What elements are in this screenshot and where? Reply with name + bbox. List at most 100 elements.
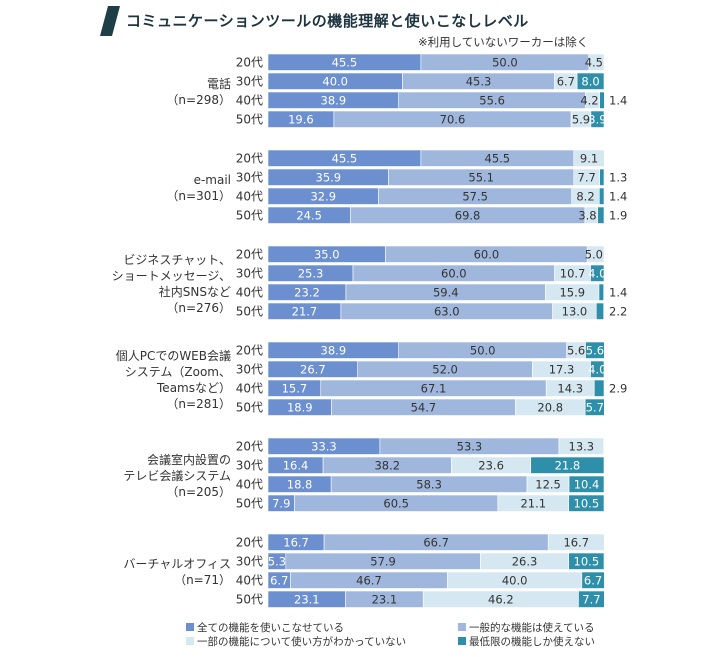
data-label: 63.0 (434, 304, 460, 318)
bar-group: 電話 （n=298） 20代 45.5 50.0 4.5 30代 40.0 45.3 6.7 8.0… (166, 53, 627, 128)
bar-segment (590, 264, 605, 282)
data-label: 10.4 (574, 477, 600, 491)
data-label: 15.9 (559, 285, 585, 299)
group-label: （n=298） (166, 93, 231, 107)
data-label: 14.3 (557, 381, 583, 395)
data-label: 1.4 (609, 93, 627, 107)
group-label: テレビ会議システム (123, 469, 231, 483)
data-label: 32.9 (310, 189, 336, 203)
data-label: 4.2 (580, 93, 598, 107)
data-label: 35.0 (314, 247, 340, 261)
data-label: 15.7 (282, 381, 308, 395)
bar-group: バーチャルオフィス （n=71） 20代 16.7 66.7 16.7 30代 5.3 57.9… (123, 533, 605, 608)
data-label: 5.7 (586, 400, 604, 414)
bar-segment (585, 341, 605, 359)
data-label: 5.6 (586, 343, 604, 357)
age-label: 40代 (236, 381, 263, 395)
data-label: 2.2 (609, 304, 627, 318)
data-label: 20.8 (537, 400, 563, 414)
group-label: Teamsなど） (156, 381, 231, 395)
data-label: 58.3 (416, 477, 442, 491)
group-label: （n=281） (166, 397, 231, 411)
data-label: 50.0 (492, 55, 518, 69)
chart-title: コミュニケーションツールの機能理解と使いこなしレベル (126, 12, 529, 30)
data-label: 5.6 (567, 343, 585, 357)
data-label: 25.3 (298, 266, 324, 280)
age-label: 40代 (236, 189, 263, 203)
data-label: 10.7 (560, 266, 586, 280)
data-label: 40.0 (502, 573, 528, 587)
data-label: 45.5 (485, 151, 511, 165)
group-label: （n=71） (174, 573, 231, 587)
legend-swatch (186, 623, 194, 631)
data-label: 12.5 (535, 477, 561, 491)
age-label: 50代 (236, 592, 263, 606)
data-label: 13.3 (569, 439, 595, 453)
age-label: 50代 (236, 496, 263, 510)
data-label: 9.1 (580, 151, 598, 165)
bar-segment (568, 475, 605, 493)
group-label: バーチャルオフィス (123, 557, 231, 571)
data-label: 26.3 (512, 554, 538, 568)
age-label: 20代 (236, 55, 263, 69)
data-label: 33.3 (311, 439, 337, 453)
age-label: 40代 (236, 477, 263, 491)
data-label: 18.8 (287, 477, 313, 491)
data-label: 23.6 (478, 458, 504, 472)
legend-label: 全ての機能を使いこなせている (197, 622, 344, 634)
age-label: 40代 (236, 573, 263, 587)
bar-segment (573, 149, 605, 167)
chart-note: ※利用していないワーカーは除く (418, 35, 589, 49)
data-label: 38.9 (321, 93, 347, 107)
bar-group: ビジネスチャット、ショートメッセージ、社内SNSなど （n=276） 20代 35.0… (112, 245, 627, 320)
age-label: 30代 (236, 554, 263, 568)
data-label: 57.5 (462, 189, 488, 203)
data-label: 67.1 (421, 381, 447, 395)
data-label: 70.6 (440, 112, 466, 126)
data-label: 45.5 (332, 151, 358, 165)
legend-swatch (458, 623, 466, 631)
age-label: 50代 (236, 400, 263, 414)
legend-item-3: 一部の機能について使い方がわかっていない (186, 634, 406, 649)
legend-label: 最低限の機能しか使えない (469, 636, 595, 648)
legend-item-1: 全ての機能を使いこなせている (186, 620, 344, 635)
legend-label: 一般的な機能は使えている (469, 622, 595, 634)
data-label: 19.6 (288, 112, 314, 126)
data-label: 8.2 (576, 189, 594, 203)
data-label: 46.7 (356, 573, 382, 587)
age-label: 30代 (236, 362, 263, 376)
group-label: e-mail (194, 173, 231, 187)
bar-segment (590, 110, 605, 128)
bar-group: e-mail （n=301） 20代 45.5 45.5 9.1 30代 35.9 55.1 7.… (166, 149, 627, 224)
age-label: 30代 (236, 74, 263, 88)
bar-segment (576, 72, 605, 90)
data-label: 7.9 (272, 496, 290, 510)
bar-segment (584, 398, 605, 416)
group-label: ショートメッセージ、 (112, 269, 231, 283)
data-label: 10.5 (574, 496, 600, 510)
age-label: 30代 (236, 170, 263, 184)
data-label: 16.7 (283, 535, 309, 549)
group-label: （n=276） (166, 301, 231, 315)
data-label: 5.0 (585, 247, 603, 261)
group-label: 社内SNSなど (159, 284, 231, 299)
age-label: 40代 (236, 285, 263, 299)
data-label: 2.9 (609, 381, 627, 395)
age-label: 20代 (236, 151, 263, 165)
data-label: 21.7 (292, 304, 318, 318)
data-label: 59.4 (433, 285, 459, 299)
data-label: 16.7 (563, 535, 589, 549)
data-label: 1.4 (609, 189, 627, 203)
legend-label: 一部の機能について使い方がわかっていない (197, 636, 407, 648)
data-label: 17.3 (549, 362, 575, 376)
bar-segment (595, 302, 604, 320)
data-label: 69.8 (455, 208, 481, 222)
data-label: 60.5 (383, 496, 409, 510)
group-label: （n=205） (166, 485, 231, 499)
group-label: 電話 (207, 76, 231, 91)
data-label: 38.2 (374, 458, 400, 472)
data-label: 53.3 (457, 439, 483, 453)
title-accent-bar (100, 6, 120, 36)
